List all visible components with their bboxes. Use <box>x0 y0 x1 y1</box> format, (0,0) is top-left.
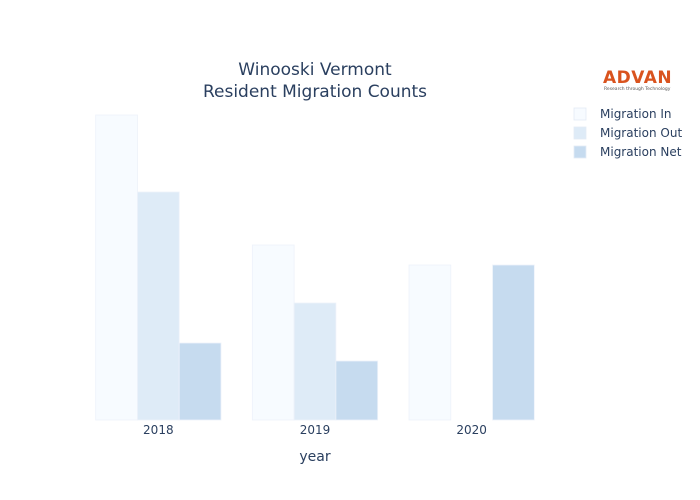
legend-item-migration-out[interactable]: Migration Out <box>573 126 682 140</box>
legend-item-migration-net[interactable]: Migration Net <box>573 145 682 159</box>
bar-migration-net-2018 <box>178 342 222 421</box>
legend-label-migration-net: Migration Net <box>600 145 682 159</box>
legend: Migration In Migration Out Migration Net <box>573 107 682 159</box>
chart-title-line-1: Winooski Vermont <box>238 60 392 80</box>
bar-migration-net-2020 <box>492 264 535 421</box>
logo-wordmark: ADVAN <box>603 68 672 88</box>
x-tick-label-2020: 2020 <box>456 423 487 437</box>
chart-title: Winooski Vermont Resident Migration Coun… <box>203 60 427 102</box>
bar-migration-in-2018 <box>95 114 138 421</box>
x-tick-label-2018: 2018 <box>143 423 174 437</box>
legend-label-migration-in: Migration In <box>600 107 672 121</box>
logo-tagline: Research through Technology <box>604 86 671 92</box>
bars-group <box>95 114 535 421</box>
legend-label-migration-out: Migration Out <box>600 126 682 140</box>
chart-title-line-2: Resident Migration Counts <box>203 82 427 102</box>
legend-swatch-migration-out <box>573 126 587 140</box>
legend-swatch-migration-in <box>573 107 587 121</box>
legend-item-migration-in[interactable]: Migration In <box>573 107 672 121</box>
legend-swatch-migration-net <box>573 145 587 159</box>
bar-migration-out-2019 <box>293 302 337 421</box>
x-tick-label-2019: 2019 <box>300 423 331 437</box>
x-axis-ticks: 2018 2019 2020 <box>143 423 487 437</box>
bar-migration-in-2019 <box>251 244 295 421</box>
bar-migration-net-2019 <box>335 360 379 421</box>
bar-migration-in-2020 <box>408 264 452 421</box>
x-axis-title: year <box>299 449 330 465</box>
advan-logo: ADVAN Research through Technology <box>603 68 672 92</box>
bar-migration-out-2018 <box>137 191 180 421</box>
